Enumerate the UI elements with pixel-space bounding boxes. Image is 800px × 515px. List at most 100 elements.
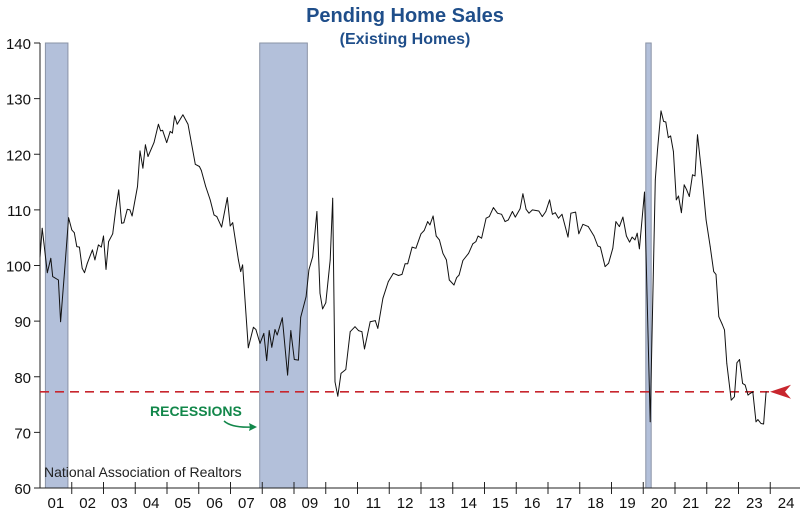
data-point [300, 316, 302, 318]
data-point [692, 174, 693, 176]
data-point [139, 150, 141, 152]
data-point [456, 277, 457, 279]
data-point [387, 281, 389, 283]
data-point [675, 199, 677, 201]
data-point [636, 232, 638, 234]
data-point [485, 217, 487, 219]
data-point [760, 423, 762, 424]
data-point [137, 186, 138, 187]
data-point [308, 269, 310, 271]
data-point [325, 302, 327, 304]
data-point [492, 207, 494, 209]
data-point [755, 421, 757, 423]
data-point [194, 163, 196, 165]
data-point [169, 131, 171, 132]
data-point [683, 184, 685, 186]
data-point [361, 331, 363, 333]
data-point [763, 423, 764, 425]
data-point [599, 246, 601, 248]
data-point [411, 246, 413, 248]
data-point [432, 215, 434, 217]
data-point [522, 193, 524, 195]
data-point [112, 233, 114, 235]
data-point [329, 259, 331, 261]
x-tick-label: 12 [397, 495, 414, 512]
data-point [242, 264, 243, 266]
data-point [131, 215, 133, 217]
data-point [316, 211, 318, 212]
data-point [349, 331, 351, 333]
data-point [448, 279, 450, 281]
data-point [639, 248, 640, 250]
x-tick-label: 02 [79, 495, 96, 512]
y-tick-label: 90 [14, 314, 31, 331]
x-tick-label: 05 [175, 495, 192, 512]
y-axis: 60 70 80 90 100 110 120 130 140 [6, 36, 41, 498]
data-point [697, 134, 698, 136]
data-point [105, 268, 107, 270]
data-point [153, 142, 155, 143]
data-point [345, 369, 347, 370]
series-points [39, 110, 767, 425]
data-point [158, 123, 159, 125]
data-point [575, 211, 577, 213]
data-point [392, 272, 394, 274]
data-point [271, 346, 273, 348]
data-point [200, 169, 202, 171]
data-point [622, 216, 624, 218]
data-point [252, 326, 254, 328]
data-point [678, 195, 679, 197]
data-point [730, 399, 732, 401]
source-label: National Association of Realtors [44, 464, 242, 480]
x-tick-label: 19 [619, 495, 636, 512]
y-tick-label: 140 [6, 36, 31, 53]
data-point [519, 208, 521, 210]
data-point [578, 233, 580, 235]
x-tick-label: 15 [492, 495, 509, 512]
data-point [660, 110, 662, 112]
data-point [504, 221, 506, 222]
data-point [60, 321, 62, 323]
data-point [545, 211, 547, 212]
data-point [665, 121, 667, 123]
data-point [427, 221, 429, 222]
data-point [528, 212, 530, 214]
data-point [86, 262, 88, 264]
x-tick-label: 09 [302, 495, 319, 512]
data-point [561, 213, 563, 215]
data-point [312, 256, 314, 257]
data-point [686, 189, 688, 191]
data-point [276, 334, 278, 336]
data-point [667, 137, 669, 138]
data-point [401, 274, 403, 275]
data-point [744, 384, 746, 386]
x-tick-label: 03 [111, 495, 128, 512]
data-point [145, 144, 146, 146]
data-point [458, 274, 460, 276]
data-point [477, 235, 479, 237]
data-point [475, 241, 477, 242]
recessions-arrow-icon [223, 420, 253, 428]
data-point [340, 373, 342, 374]
data-point [268, 330, 270, 331]
data-point [162, 129, 163, 131]
data-point [512, 211, 513, 212]
data-point [404, 263, 406, 265]
data-point [765, 391, 767, 393]
data-point [78, 246, 80, 248]
data-point [50, 257, 52, 259]
data-point [121, 222, 122, 224]
data-point [232, 222, 234, 224]
data-point [176, 123, 178, 125]
data-point [694, 175, 696, 177]
data-point [715, 274, 717, 275]
data-point [742, 383, 744, 384]
data-point [91, 249, 93, 251]
data-point [525, 208, 527, 210]
data-point [736, 362, 738, 364]
data-point [726, 363, 728, 364]
data-point [213, 214, 215, 216]
data-point [209, 199, 211, 201]
data-point [435, 235, 437, 237]
data-point [129, 209, 131, 211]
